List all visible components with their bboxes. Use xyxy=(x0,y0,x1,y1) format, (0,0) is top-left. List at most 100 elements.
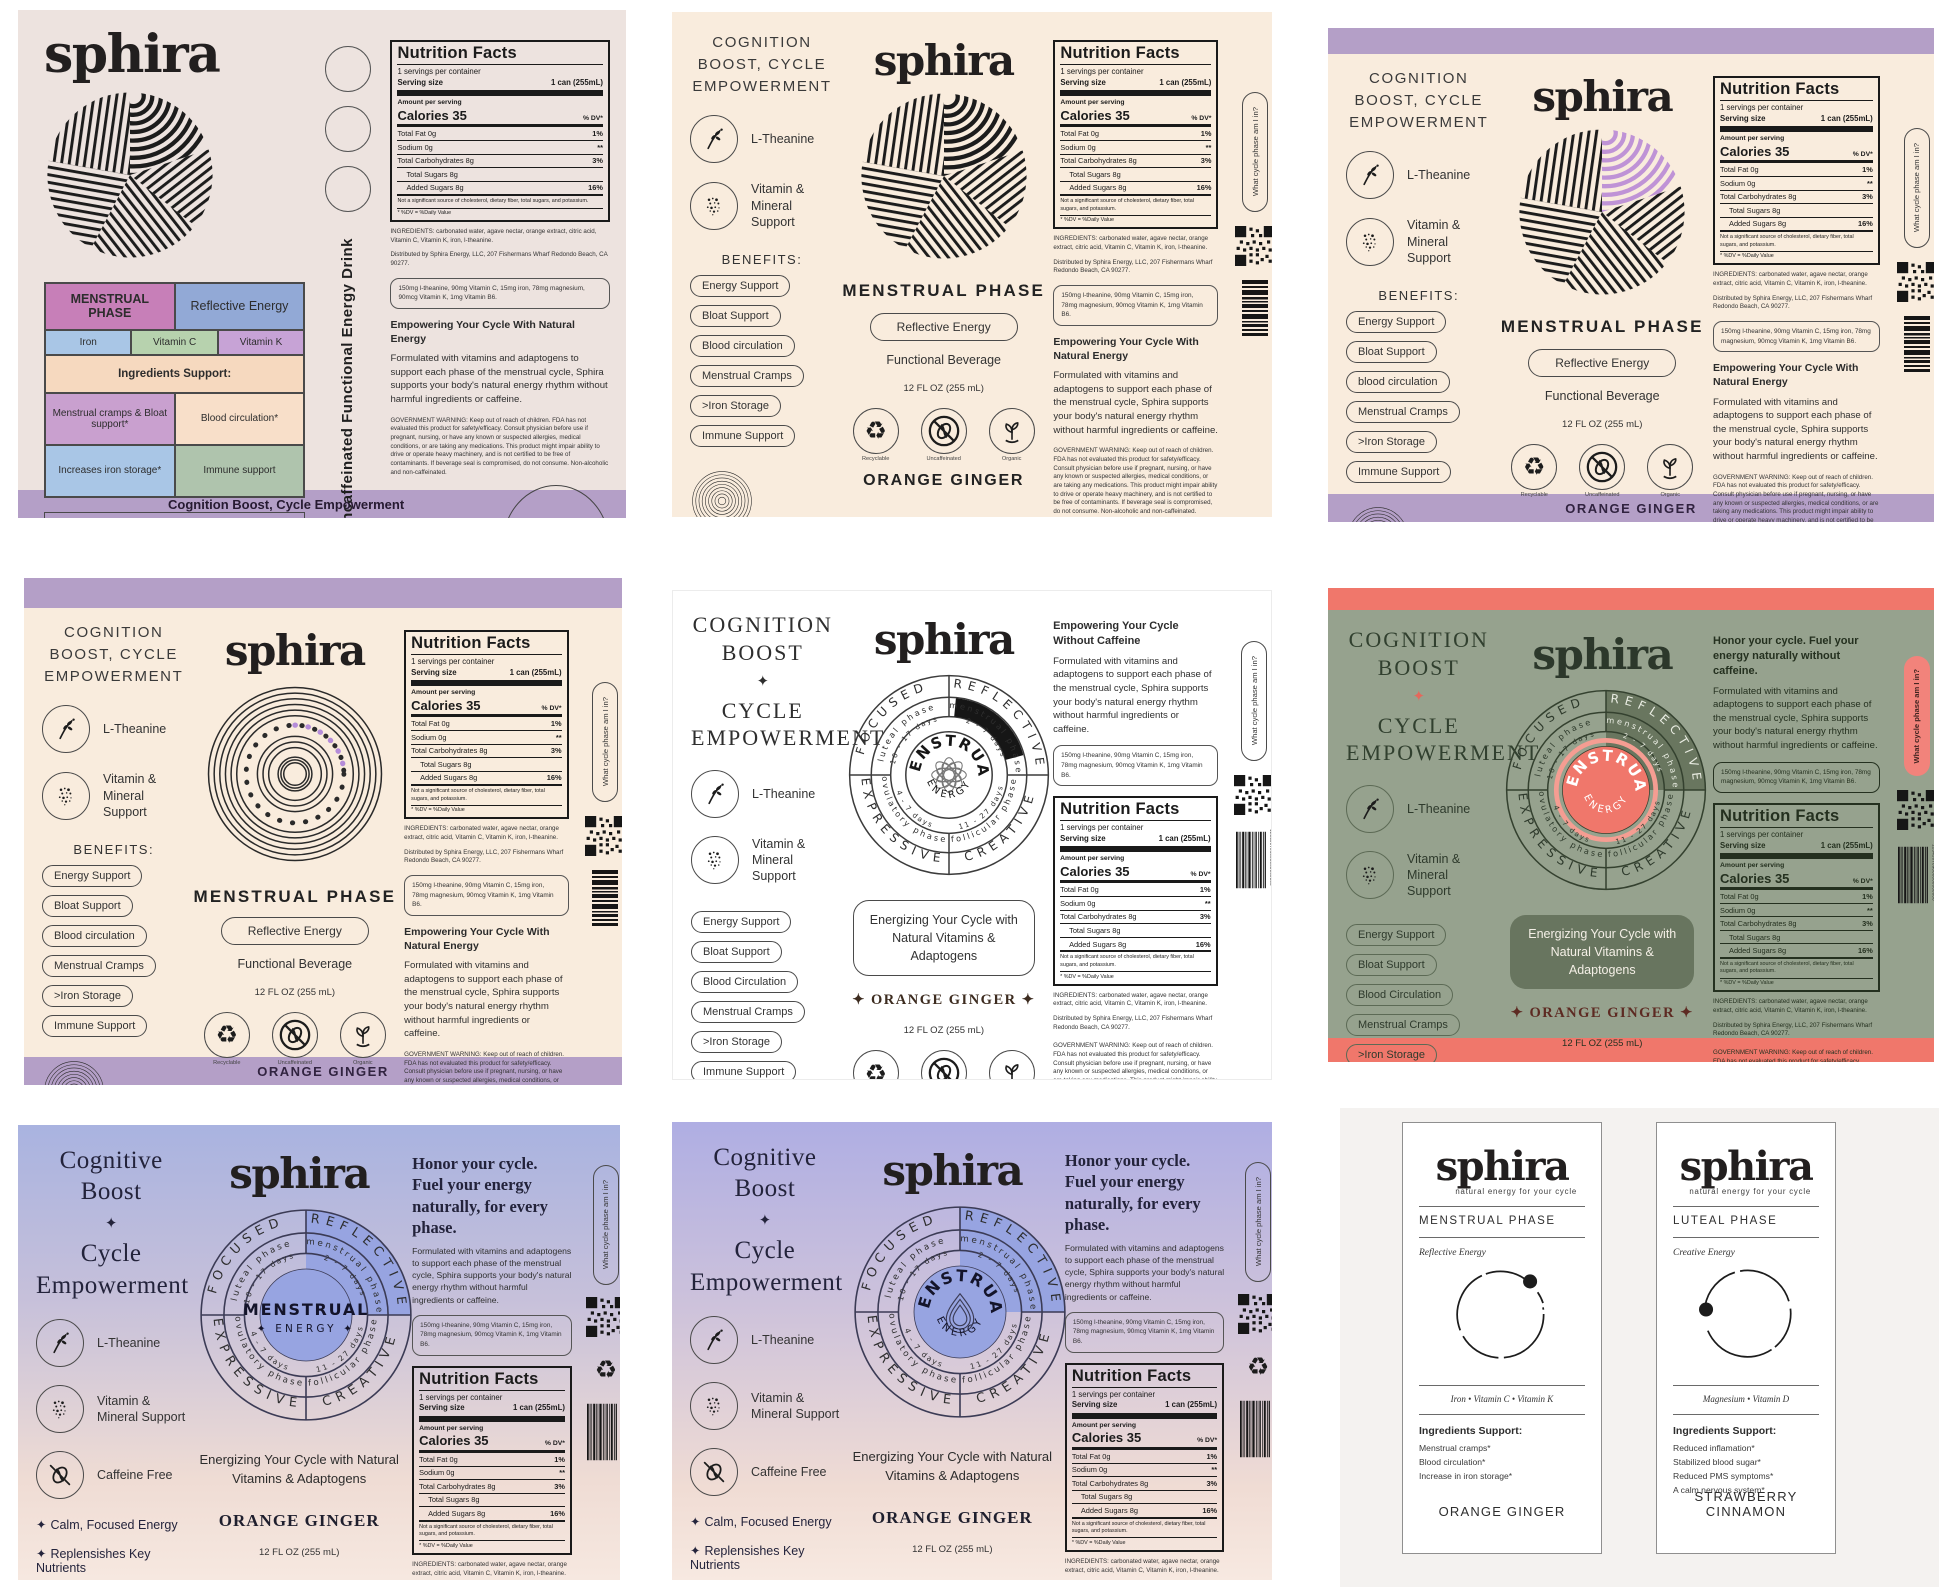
nf-row: Sodium 0g ** xyxy=(1720,175,1873,190)
certification-icons: ♻ Recyclable Uncaffeinated Organic xyxy=(840,407,1047,462)
phase-pie-line-art xyxy=(47,92,213,258)
nf-row-name: Total Fat 0g xyxy=(1060,885,1099,895)
nf-calories-row: Calories 35 % DV* xyxy=(1720,869,1873,890)
star-bullets: Calm, Focused Energy Replensishes Key Nut… xyxy=(36,1517,186,1580)
label4-columns: COGNITION BOOST, CYCLE EMPOWERMENT L-The… xyxy=(24,608,622,1085)
nf-row-value: 1% xyxy=(1200,129,1212,139)
recycle-glyph: ♻ xyxy=(864,416,887,446)
nf-row-name: Total Carbohydrates 8g xyxy=(411,746,488,756)
nf-dv-label: % DV* xyxy=(1197,1437,1218,1445)
barcode-host xyxy=(1239,1398,1270,1460)
nf-row-value: 3% xyxy=(592,156,603,166)
divider xyxy=(1419,1237,1585,1238)
recycle-icon: ♻ xyxy=(203,1011,250,1058)
label2-left-column: COGNITION BOOST, CYCLE EMPOWERMENT L-The… xyxy=(690,32,834,517)
distributor-text: Distributed by Sphira Energy, LLC, 207 F… xyxy=(1713,294,1873,311)
list-item: Bloat Support xyxy=(1346,953,1437,976)
nf-cal-label: Calories xyxy=(419,1433,471,1449)
nf-footnote: Not a significant source of cholesterol,… xyxy=(1720,957,1873,976)
nf-servings: 1 servings per container xyxy=(1060,64,1212,76)
grid-energy-cell: Reflective Energy xyxy=(174,282,305,330)
wheel-host: FOCUSED REFLECTIVE EXPRESSIVE CREATIVE l… xyxy=(841,667,1057,887)
barcode-horizontal xyxy=(1242,280,1269,336)
uncaffeinated-badge: Uncaffeinated xyxy=(269,1011,321,1066)
label7-columns: Cognitive Boost ✦ Cycle Empowerment L-Th… xyxy=(18,1125,620,1580)
nf-divider xyxy=(419,1415,565,1422)
header-line: COGNITION BOOST xyxy=(1348,627,1489,680)
caffeine-free-row: Caffeine Free xyxy=(690,1447,840,1496)
nf-row-value: ** xyxy=(559,1468,565,1478)
organic-icon xyxy=(339,1011,386,1058)
card-luteal-phase: sphira natural energy for your cycle LUT… xyxy=(1656,1122,1836,1554)
barcode-vertical-block: 123456789000000000000 xyxy=(587,1401,620,1463)
flavor-name: ORANGE GINGER xyxy=(871,1507,1033,1527)
list-item: >Iron Storage xyxy=(690,395,781,417)
nf-row-name: Total Sugars 8g xyxy=(1069,169,1121,179)
nf-row-name: Added Sugars 8g xyxy=(1729,219,1787,229)
nf-row: Total Fat 0g 1% xyxy=(1720,889,1873,903)
nf-row: Total Fat 0g 1% xyxy=(1071,1448,1218,1463)
formulated-text: Formulated with vitamins and adaptogens … xyxy=(1053,655,1212,735)
nf-divider xyxy=(1071,1412,1218,1419)
nf-row-value: 1% xyxy=(1862,165,1873,175)
recyclable-badge: ♻ Recyclable xyxy=(1508,443,1560,498)
grid-nutrient-cell: Vitamin K xyxy=(217,329,305,355)
nf-dv-label: % DV* xyxy=(1191,114,1212,122)
organic-badge: Organic xyxy=(1644,443,1696,498)
ingredients-text: INGREDIENTS: carbonated water, agave nec… xyxy=(1713,271,1868,288)
nf-calories: Calories 35 xyxy=(1720,871,1789,886)
nf-cal-label: Calories xyxy=(1060,107,1112,123)
nf-row-value: 16% xyxy=(1857,946,1873,956)
nf-row: Total Sugars 8g xyxy=(411,757,562,771)
phase-title: MENSTRUAL PHASE xyxy=(1500,316,1704,336)
barcode-vertical-block: 123456789000000000000 xyxy=(1898,844,1934,906)
list-item: Calm, Focused Energy xyxy=(690,1514,840,1529)
nf-amount-label: Amount per serving xyxy=(1060,855,1125,863)
list-item: Bloat Support xyxy=(691,940,782,963)
flavor-name: ✦ ORANGE GINGER ✦ xyxy=(852,992,1036,1009)
header-line: Cognitive Boost xyxy=(713,1144,817,1203)
vitamin-dots-icon xyxy=(1362,866,1376,885)
label-header: COGNITION BOOST ✦ CYCLE EMPOWERMENT xyxy=(1346,626,1541,767)
nf-row-value: 1% xyxy=(554,1454,565,1464)
label4-middle-column: sphira MENSTRUAL PHASE Reflective Energy… xyxy=(192,622,399,1085)
label3-middle-column: sphira MENSTRUAL PHASE Reflective Energy… xyxy=(1498,68,1708,522)
ltheanine-row: L-Theanine xyxy=(36,1318,186,1367)
nf-row: Total Carbohydrates 8g 3% xyxy=(1720,189,1873,204)
organic-badge: Organic xyxy=(337,1011,389,1066)
label-design-5: COGNITION BOOST ✦ CYCLE EMPOWERMENT L-Th… xyxy=(672,590,1272,1080)
qr-host xyxy=(1235,226,1272,266)
header-line: CYCLE EMPOWERMENT xyxy=(1346,712,1541,766)
support-list: Menstrual cramps* Blood circulation* Incre… xyxy=(1419,1443,1585,1481)
nf-ss-label: Serving size xyxy=(411,667,457,677)
empty-circle xyxy=(324,106,371,152)
nf-cal-value: 35 xyxy=(1126,1430,1142,1446)
ingredients-text: INGREDIENTS: carbonated water, agave nec… xyxy=(1053,235,1209,252)
benefit-pills: Energy Support Bloat Support blood circula… xyxy=(1346,311,1492,483)
footer-flavor: ORANGE GINGER xyxy=(257,1063,389,1079)
nf-title: Nutrition Facts xyxy=(397,44,517,62)
ingredient-label: Vitamin & Mineral Support xyxy=(1407,218,1461,265)
brand-logo: sphira xyxy=(1435,1143,1570,1190)
benefit-pills: Energy Support Bloat Support Blood Circula… xyxy=(1346,923,1492,1062)
header-line: COGNITION BOOST xyxy=(692,612,833,665)
distributor-text: Distributed by Sphira Energy, LLC, 207 F… xyxy=(1713,1021,1873,1038)
label3-top-bar xyxy=(1328,28,1934,54)
uncaffeinated-badge: Uncaffeinated xyxy=(1576,443,1628,498)
list-item: Blood circulation* xyxy=(1419,1457,1486,1467)
brand-logo: sphira xyxy=(1679,1143,1814,1190)
star-icon: ✦ xyxy=(1412,687,1426,705)
nf-row: Total Fat 0g 1% xyxy=(1060,882,1211,896)
nf-row-value: 1% xyxy=(592,129,603,139)
nf-serving-size: Serving size 1 can (255mL) xyxy=(411,666,561,678)
dose-pill: 150mg l-theanine, 90mg Vitamin C, 15mg i… xyxy=(1713,321,1880,353)
nf-row-name: Sodium 0g xyxy=(411,732,447,742)
phase-question: What cycle phase am I in? xyxy=(1912,143,1922,233)
list-item: Reduced inflamation* xyxy=(1673,1443,1755,1453)
cycle-sketch-host xyxy=(1692,1269,1800,1374)
flavor-name: ORANGE GINGER xyxy=(863,471,1025,489)
label5-right-column: Empowering Your Cycle Without Caffeine F… xyxy=(1053,611,1219,1079)
barcode-number: 123456789000000000000 xyxy=(1930,844,1934,901)
nf-row: Sodium 0g ** xyxy=(419,1465,565,1480)
barcode-host xyxy=(587,1401,618,1463)
